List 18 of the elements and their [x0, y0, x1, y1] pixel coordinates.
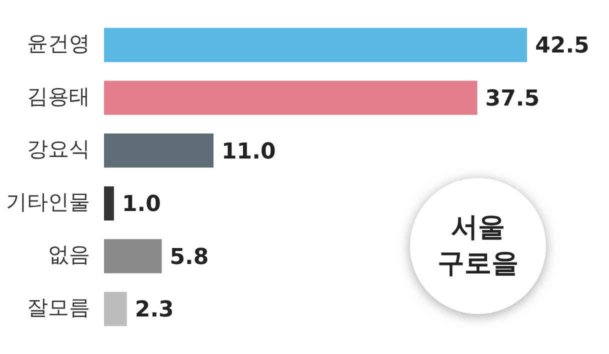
bar — [104, 239, 162, 274]
y-tick-label: 기타인물 — [6, 190, 90, 214]
data-label: 5.8 — [170, 244, 209, 270]
bar — [104, 186, 114, 220]
data-label: 42.5 — [535, 34, 590, 59]
bar — [104, 80, 478, 115]
data-label: 37.5 — [485, 86, 540, 112]
y-tick-label: 김용태 — [27, 84, 90, 108]
y-tick-label: 잘모름 — [27, 295, 90, 320]
data-label: 2.3 — [134, 298, 174, 323]
y-tick-label: 강요식 — [27, 137, 90, 162]
bar — [104, 28, 528, 62]
y-tick-label: 없음 — [48, 242, 90, 267]
bar — [104, 292, 127, 326]
data-label: 1.0 — [122, 192, 161, 218]
data-label: 11.0 — [222, 139, 276, 164]
bar — [104, 134, 214, 168]
y-tick-label: 윤건영 — [27, 31, 90, 56]
